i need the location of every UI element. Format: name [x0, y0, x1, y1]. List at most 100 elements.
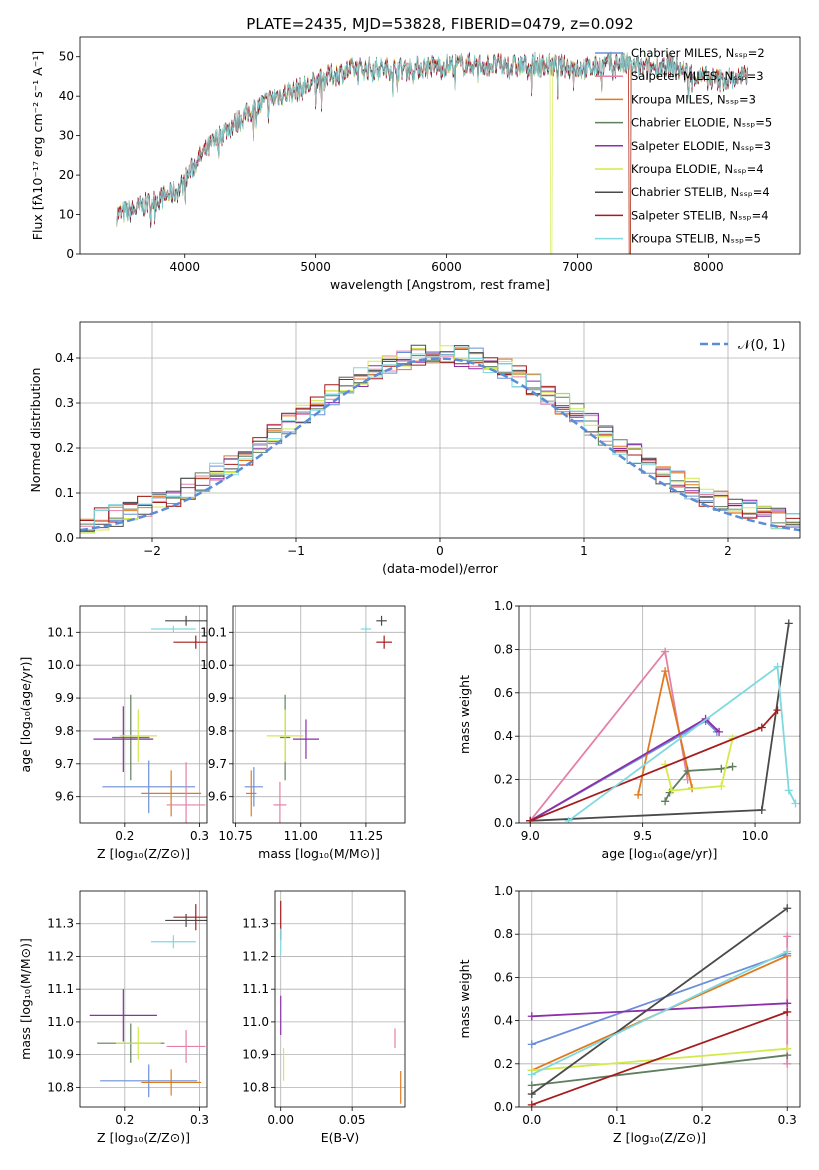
y-tick-label: 11.0 [242, 1015, 269, 1029]
residual-histogram [80, 346, 800, 530]
weight-marker [717, 764, 726, 773]
y-tick-label: 9.9 [208, 691, 227, 705]
panel-residuals: −2 −1 0 1 2 0.0 0.1 0.2 0.3 0.4 (data-model)/error… [28, 321, 801, 576]
weight-marker [661, 667, 670, 676]
weight-marker [783, 1059, 792, 1068]
plot-area-mass_vs_EBV [275, 891, 405, 1107]
weight-marker [783, 1007, 792, 1016]
y-tick-label: 0.2 [494, 1057, 513, 1071]
panel-mass_vs_Z: 0.2 0.3 10.8 10.9 11.0 11.1 11.2 11.3 Z [log₁₀(Z… [18, 890, 209, 1145]
y-tick-label: 0.8 [494, 642, 513, 656]
x-tick-label: 11.25 [349, 829, 383, 843]
panel-weight_vs_Z: 0.0 0.1 0.2 0.3 0.0 0.2 0.4 0.6 0.8 1.0 Z [log₁₀(Z… [457, 884, 801, 1145]
y-tick-label: 11.0 [47, 1015, 74, 1029]
axes-frame [518, 605, 801, 824]
y-tick-label: 0.4 [55, 351, 74, 365]
weight-line [531, 1047, 788, 1072]
y-axis-label: mass weight [457, 675, 472, 754]
weight-marker [527, 1090, 536, 1099]
x-axis-label: Z [log₁₀(Z/Z⊙)] [97, 846, 190, 861]
y-tick-label: 10 [59, 208, 74, 222]
y-tick-label: 0.4 [494, 1014, 513, 1028]
y-axis-label: age [log₁₀(age/yr)] [18, 657, 33, 773]
plot-area-weight_vs_Z [519, 891, 800, 1107]
y-axis-label: mass weight [457, 959, 472, 1038]
x-axis-label: age [log₁₀(age/yr)] [602, 846, 718, 861]
y-tick-label: 0.1 [55, 486, 74, 500]
y-tick-label: 10.0 [200, 658, 227, 672]
y-tick-label: 10.8 [47, 1080, 74, 1094]
legend-entry: Kroupa ELODIE, Nₛₛₚ=4 [631, 162, 764, 176]
weight-marker [773, 662, 782, 671]
weight-marker [527, 1081, 536, 1090]
weight-marker [661, 647, 670, 656]
x-tick-label: −1 [287, 544, 305, 558]
plot-area-spectrum [116, 51, 748, 254]
y-tick-label: 9.9 [55, 691, 74, 705]
weight-marker [757, 805, 766, 814]
y-tick-label: 1.0 [494, 884, 513, 898]
x-axis-label: (data-model)/error [382, 561, 499, 576]
weight-marker [715, 727, 724, 736]
axes-frame [232, 605, 406, 824]
y-tick-label: 0.8 [494, 927, 513, 941]
weight-marker [527, 1012, 536, 1021]
x-axis-label: mass [log₁₀(M/M⊙)] [258, 846, 380, 861]
y-tick-label: 30 [59, 129, 74, 143]
weight-line [531, 950, 788, 1076]
legend-entry: Kroupa MILES, Nₛₛₚ=3 [631, 92, 756, 106]
weight-line [567, 665, 797, 822]
spectrum-title: PLATE=2435, MJD=53828, FIBERID=0479, z=0… [246, 15, 633, 33]
x-axis-label: Z [log₁₀(Z/Z⊙)] [97, 1130, 190, 1145]
x-tick-label: 7000 [562, 260, 593, 274]
weight-marker [683, 766, 692, 775]
y-tick-label: 10.9 [242, 1048, 269, 1062]
x-axis-label: E(B-V) [321, 1130, 360, 1145]
x-tick-label: 0.05 [339, 1113, 366, 1127]
weight-line [531, 1054, 788, 1087]
y-tick-label: 11.3 [47, 917, 74, 931]
x-tick-label: 0.2 [693, 1113, 712, 1127]
y-tick-label: 0.0 [55, 531, 74, 545]
weight-marker [667, 786, 676, 795]
x-tick-label: 5000 [300, 260, 331, 274]
x-tick-label: 0.3 [190, 829, 209, 843]
x-tick-label: 11.00 [284, 829, 318, 843]
axes-frame [79, 321, 801, 539]
weight-marker [527, 1040, 536, 1049]
weight-marker [791, 799, 800, 808]
weight-marker [526, 816, 535, 823]
weight-line [530, 623, 790, 822]
plot-area-residuals [80, 322, 800, 538]
y-tick-label: 9.6 [208, 790, 227, 804]
y-tick-label: 10.8 [242, 1080, 269, 1094]
weight-line [531, 1002, 788, 1018]
x-tick-label: 0.3 [190, 1113, 209, 1127]
y-tick-label: 11.1 [47, 982, 74, 996]
legend-entry: Chabrier ELODIE, Nₛₛₚ=5 [631, 116, 772, 130]
y-tick-label: 9.6 [55, 790, 74, 804]
y-tick-label: 10.1 [47, 625, 74, 639]
panel-weight_vs_age: 9.0 9.5 10.0 0.0 0.2 0.4 0.6 0.8 1.0 age [log₁₀(a… [457, 599, 801, 861]
weight-marker [717, 782, 726, 791]
y-tick-label: 40 [59, 89, 74, 103]
x-tick-label: −2 [143, 544, 161, 558]
y-tick-label: 0.0 [494, 1100, 513, 1114]
panel-spectrum: 4000 5000 6000 7000 8000 0 10 20 30 40 50 wavelengt… [30, 36, 801, 292]
weight-marker [527, 1100, 536, 1107]
legend-entry: 𝒩(0, 1) [738, 338, 785, 353]
y-tick-label: 9.8 [208, 724, 227, 738]
axes-frame [79, 605, 208, 824]
weight-marker [783, 947, 792, 956]
x-tick-label: 0.2 [115, 1113, 134, 1127]
y-tick-label: 0.6 [494, 970, 513, 984]
x-tick-label: 0 [436, 544, 444, 558]
y-tick-label: 0.0 [494, 816, 513, 830]
legend-entry: Salpeter ELODIE, Nₛₛₚ=3 [631, 139, 771, 153]
weight-marker [783, 904, 792, 913]
weight-marker [661, 797, 670, 806]
y-axis-label: Flux [fλ10⁻¹⁷ erg cm⁻² s⁻¹ A⁻¹] [30, 51, 45, 240]
x-tick-label: 0.00 [267, 1113, 294, 1127]
x-tick-label: 9.0 [521, 829, 540, 843]
y-tick-label: 10.1 [200, 625, 227, 639]
